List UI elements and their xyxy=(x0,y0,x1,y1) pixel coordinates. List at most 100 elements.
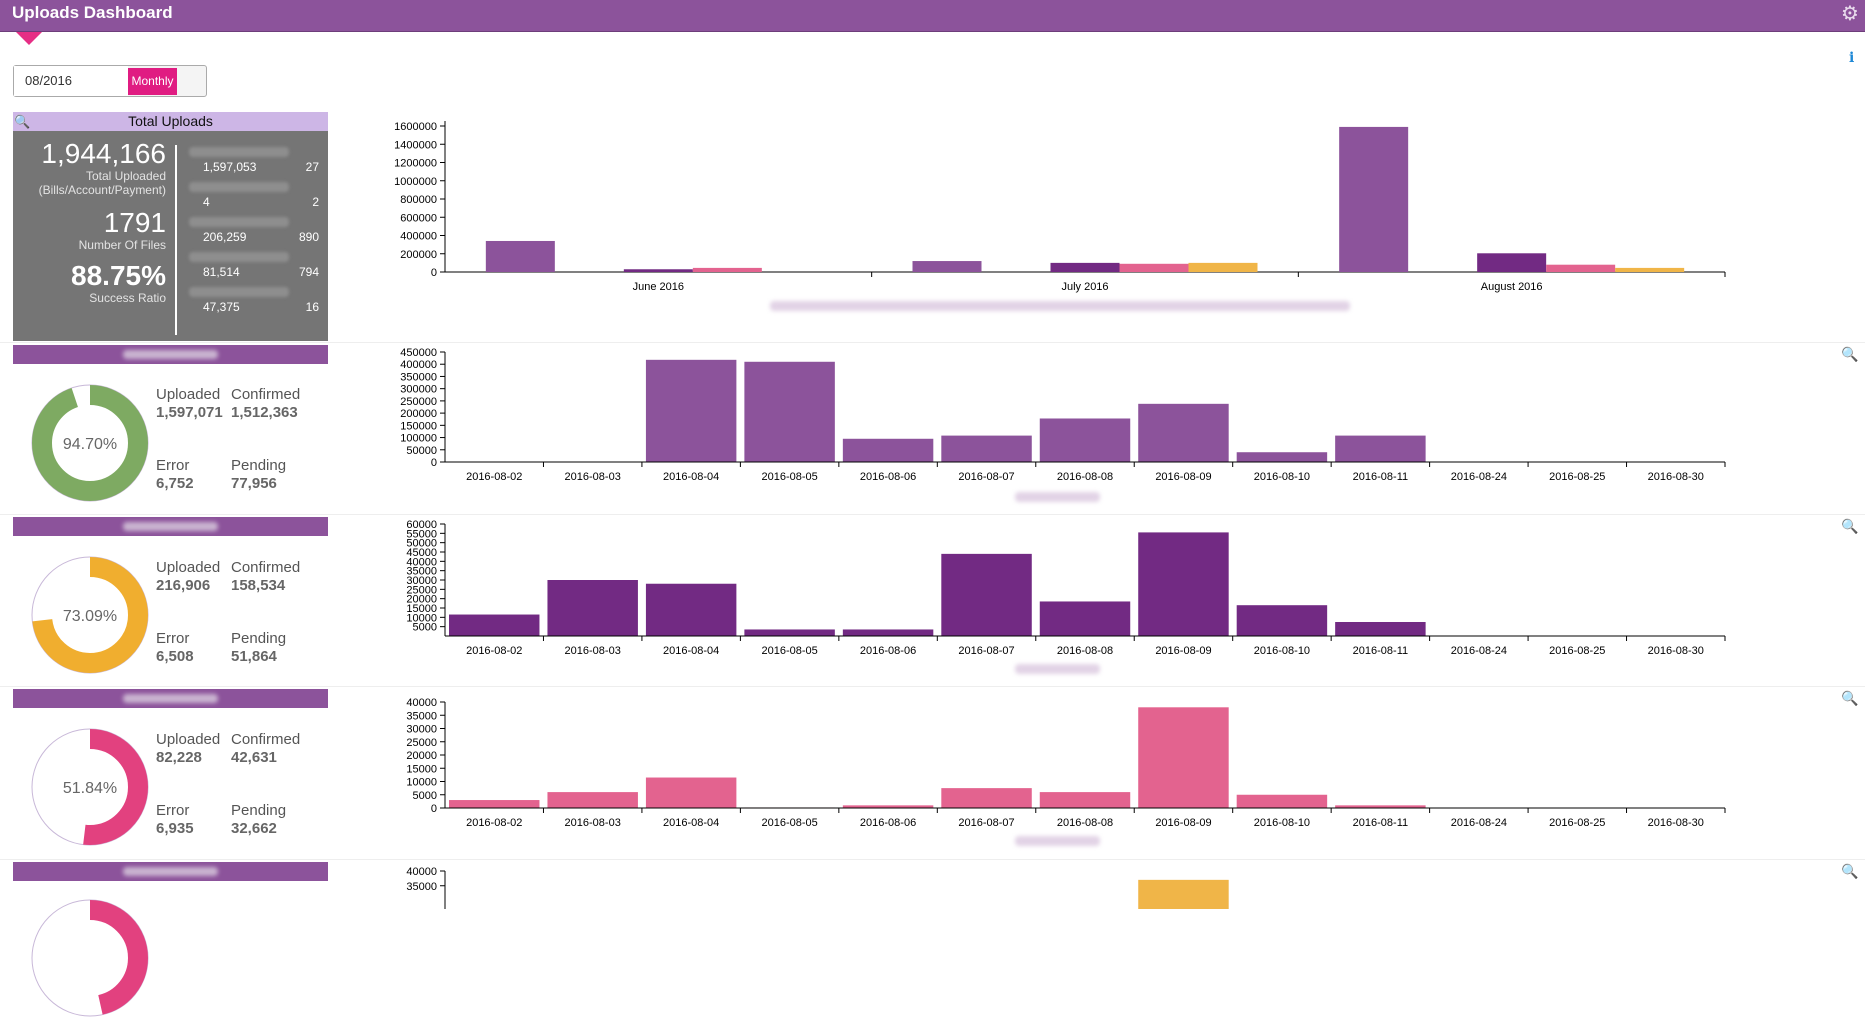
zoom-icon[interactable]: 🔍 xyxy=(14,114,31,129)
header-pointer xyxy=(16,32,42,45)
x-tick-label: 2016-08-07 xyxy=(958,471,1014,483)
x-tick-label: 2016-08-04 xyxy=(663,817,719,829)
breakdown-row: 81,514 794 xyxy=(189,252,319,279)
y-tick-label: 50000 xyxy=(406,445,437,457)
uploaded-stat: Uploaded 82,228 xyxy=(156,731,221,766)
breakdown-b: 16 xyxy=(305,300,319,314)
x-tick-label: 2016-08-24 xyxy=(1451,645,1507,657)
y-tick-label: 100000 xyxy=(400,433,437,445)
zoom-icon[interactable]: 🔍 xyxy=(1841,690,1859,706)
info-icon[interactable]: i xyxy=(1849,50,1855,66)
x-tick-label: 2016-08-10 xyxy=(1254,645,1310,657)
donut-chart: 94.70% xyxy=(31,384,149,502)
category-header xyxy=(13,345,328,364)
y-tick-label: 35000 xyxy=(406,881,437,893)
x-tick-label: 2016-08-07 xyxy=(958,645,1014,657)
x-tick-label: 2016-08-08 xyxy=(1057,471,1113,483)
y-tick-label: 1600000 xyxy=(394,121,437,133)
breakdown-a: 1,597,053 xyxy=(203,160,257,174)
y-tick-label: 55000 xyxy=(406,528,437,540)
y-tick-label: 25000 xyxy=(406,584,437,596)
x-tick-label: 2016-08-30 xyxy=(1648,645,1704,657)
pending-stat: Pending 77,956 xyxy=(231,457,287,492)
bar xyxy=(623,269,693,272)
x-tick-label: June 2016 xyxy=(633,281,684,293)
y-tick-label: 50000 xyxy=(406,538,437,550)
total-uploaded-sublabel: (Bills/Account/Payment) xyxy=(38,183,166,197)
pending-stat: Pending 32,662 xyxy=(231,802,287,837)
y-tick-label: 30000 xyxy=(406,575,437,587)
x-tick-label: 2016-08-03 xyxy=(565,645,621,657)
y-tick-label: 400000 xyxy=(400,231,437,243)
y-tick-label: 60000 xyxy=(406,519,437,531)
period-selector[interactable]: 08/2016 Monthly xyxy=(13,65,207,97)
donut-percent: 51.84% xyxy=(63,780,117,797)
breakdown-a: 206,259 xyxy=(203,230,247,244)
bar xyxy=(1546,264,1616,272)
bar xyxy=(1050,262,1120,272)
panel-divider xyxy=(175,145,177,335)
period-input[interactable]: 08/2016 xyxy=(14,66,128,96)
breakdown-a: 47,375 xyxy=(203,300,240,314)
breakdown-a: 81,514 xyxy=(203,265,240,279)
files-label: Number Of Files xyxy=(78,238,166,252)
x-tick-label: 2016-08-11 xyxy=(1353,471,1408,483)
gear-icon[interactable]: ⚙ xyxy=(1841,3,1859,25)
y-tick-label: 800000 xyxy=(400,194,437,206)
daily-chart-1: 0500001000001500002000002500003000003500… xyxy=(400,347,1726,483)
category-header xyxy=(13,517,328,536)
zoom-icon[interactable]: 🔍 xyxy=(1841,346,1859,362)
total-uploaded-label: Total Uploaded xyxy=(85,169,166,183)
zoom-icon[interactable]: 🔍 xyxy=(1841,863,1859,879)
monthly-button[interactable]: Monthly xyxy=(128,68,177,95)
bar xyxy=(1138,707,1229,808)
breakdown-row: 206,259 890 xyxy=(189,217,319,244)
y-tick-label: 600000 xyxy=(400,212,437,224)
x-tick-label: 2016-08-09 xyxy=(1155,471,1211,483)
donut-chart: 73.09% xyxy=(31,556,149,674)
bar xyxy=(449,800,540,808)
y-tick-label: 150000 xyxy=(400,420,437,432)
y-tick-label: 5000 xyxy=(413,790,437,802)
bar xyxy=(1039,601,1131,636)
y-tick-label: 40000 xyxy=(406,697,437,709)
dashboard-header: Uploads Dashboard ⚙ xyxy=(0,0,1865,32)
x-tick-label: 2016-08-05 xyxy=(761,817,817,829)
y-tick-label: 200000 xyxy=(400,408,437,420)
daily-chart-2: 5000100001500020000250003000035000400004… xyxy=(406,519,1726,657)
x-tick-label: 2016-08-02 xyxy=(466,645,522,657)
row-separator xyxy=(0,859,1865,860)
x-tick-label: 2016-08-24 xyxy=(1451,471,1507,483)
y-tick-label: 0 xyxy=(431,803,437,815)
x-tick-label: 2016-08-05 xyxy=(761,645,817,657)
breakdown-row: 47,375 16 xyxy=(189,287,319,314)
y-tick-label: 15000 xyxy=(406,603,437,615)
y-tick-label: 30000 xyxy=(406,724,437,736)
bar xyxy=(941,788,1032,808)
uploaded-stat: Uploaded 216,906 xyxy=(156,559,221,594)
bar xyxy=(941,553,1032,636)
y-tick-label: 200000 xyxy=(400,249,437,261)
legend xyxy=(1015,836,1100,846)
total-uploads-panel: 1,944,166 Total Uploaded (Bills/Account/… xyxy=(13,131,328,341)
bar xyxy=(1335,435,1426,462)
x-tick-label: 2016-08-02 xyxy=(466,817,522,829)
bar xyxy=(1138,403,1229,462)
bar xyxy=(1335,805,1426,808)
x-tick-label: 2016-08-09 xyxy=(1155,817,1211,829)
y-tick-label: 1400000 xyxy=(394,139,437,151)
bar xyxy=(842,629,934,636)
breakdown-b: 2 xyxy=(312,195,319,209)
files-value: 1791 xyxy=(103,207,166,238)
legend xyxy=(1015,664,1100,674)
x-tick-label: 2016-08-25 xyxy=(1549,471,1605,483)
bar xyxy=(1039,418,1131,462)
y-tick-label: 35000 xyxy=(406,710,437,722)
bar xyxy=(645,777,737,808)
zoom-icon[interactable]: 🔍 xyxy=(1841,518,1859,534)
x-tick-label: 2016-08-10 xyxy=(1254,817,1310,829)
x-tick-label: 2016-08-05 xyxy=(761,471,817,483)
bar xyxy=(1339,126,1409,272)
y-tick-label: 400000 xyxy=(400,359,437,371)
bar xyxy=(547,580,638,636)
